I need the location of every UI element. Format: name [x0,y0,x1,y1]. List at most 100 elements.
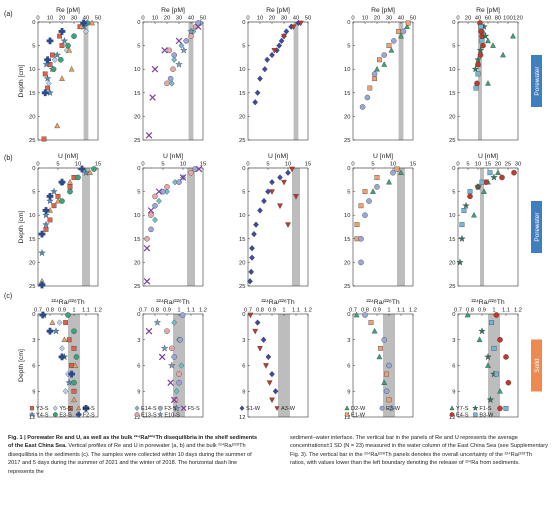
data-point [358,259,364,266]
data-point [358,236,364,242]
data-point [480,42,486,49]
data-point [134,405,140,411]
x-tick-label: 40 [188,16,194,22]
x-tick-label: 40 [83,16,89,22]
y-tick-label: 3 [137,338,140,344]
data-point [462,201,470,209]
y-tick-label: 0 [32,166,35,172]
series-E13-S [144,169,194,242]
data-point [38,281,46,289]
y-axis-label: Depth [cm] [18,349,25,382]
data-point [46,37,54,45]
data-point [277,203,283,209]
y-tick-label: 0 [452,20,455,26]
data-point [172,397,179,403]
data-point [59,43,65,48]
series-E10-S [153,318,181,412]
data-point [449,405,455,411]
legend-label: E4-S [456,412,469,418]
data-point [67,178,73,185]
legend-label: D2-W [351,406,366,412]
x-tick-label: 1 [492,308,495,314]
x-tick-label: 1.1 [502,308,510,314]
data-point [134,412,140,417]
data-point [51,56,58,63]
data-point [374,184,380,190]
x-tick-label: 50 [410,16,416,22]
x-tick-label: 0.7 [34,308,42,314]
data-point [157,405,163,411]
series-D2-W [374,23,410,72]
x-tick-label: 15 [485,162,491,168]
y-tick-label: 20 [29,260,35,266]
data-point [289,166,295,173]
data-point [62,388,69,395]
data-point [151,65,159,73]
x-tick-label: 50 [200,16,206,22]
y-tick-label: 9 [347,389,350,395]
y-tick-label: 12 [449,415,455,421]
data-point [68,65,75,72]
data-point [91,166,97,172]
y-tick-label: 5 [32,44,35,50]
x-tick-label: 0.9 [268,308,276,314]
axis-title: Re [pM] [56,7,80,14]
data-point [459,222,465,228]
x-tick-label: 0.8 [466,308,474,314]
data-point [478,327,486,335]
data-point [51,203,57,209]
data-point [68,370,75,378]
y-axis-label: Depth [cm] [18,64,25,97]
data-point [168,80,175,87]
data-point [398,32,404,39]
reference-band [397,168,405,286]
data-point [265,353,272,361]
x-tick-label: 0 [141,162,144,168]
data-point [58,178,66,186]
data-point [398,169,404,175]
x-tick-label: 20 [465,16,471,22]
data-point [494,371,499,377]
reference-band [278,314,290,417]
reference-band [293,22,299,140]
data-point [474,182,482,191]
y-tick-label: 6 [32,364,35,370]
data-point [179,312,186,318]
legend-label: F5-S [188,406,200,412]
series-B3-W [459,170,493,228]
y-tick-label: 0 [137,166,140,172]
data-point [38,230,46,238]
reference-band [188,22,194,140]
series-E3-S [65,312,80,386]
axis-title: ²²⁴Ra/²²⁸Th [366,299,400,306]
x-tick-label: 0.7 [349,308,357,314]
side-tab [531,55,542,107]
x-tick-label: 5 [371,162,374,168]
data-point [247,312,254,319]
y-tick-label: 10 [29,67,35,73]
data-point [188,33,194,39]
data-point [57,33,62,39]
data-point [192,166,198,172]
x-tick-label: 10 [390,162,396,168]
y-tick-label: 12 [134,415,140,421]
series-E1-W [367,20,411,91]
x-tick-label: 5 [266,162,269,168]
data-point [285,222,291,228]
data-point [28,411,36,418]
x-tick-label: 30 [176,16,182,22]
data-point [55,197,61,204]
side-label: Solid [534,358,541,373]
y-tick-label: 10 [29,213,35,219]
axis-title: U [nM] [268,153,288,160]
data-point [177,336,183,343]
x-tick-label: 0.8 [256,308,264,314]
data-point [364,94,371,101]
data-point [249,245,255,252]
y-tick-label: 15 [29,237,35,243]
data-point [276,42,283,49]
data-point [157,411,164,418]
x-tick-label: 20 [164,16,170,22]
series-Y5-S [56,319,71,395]
y-tick-label: 15 [239,237,245,243]
